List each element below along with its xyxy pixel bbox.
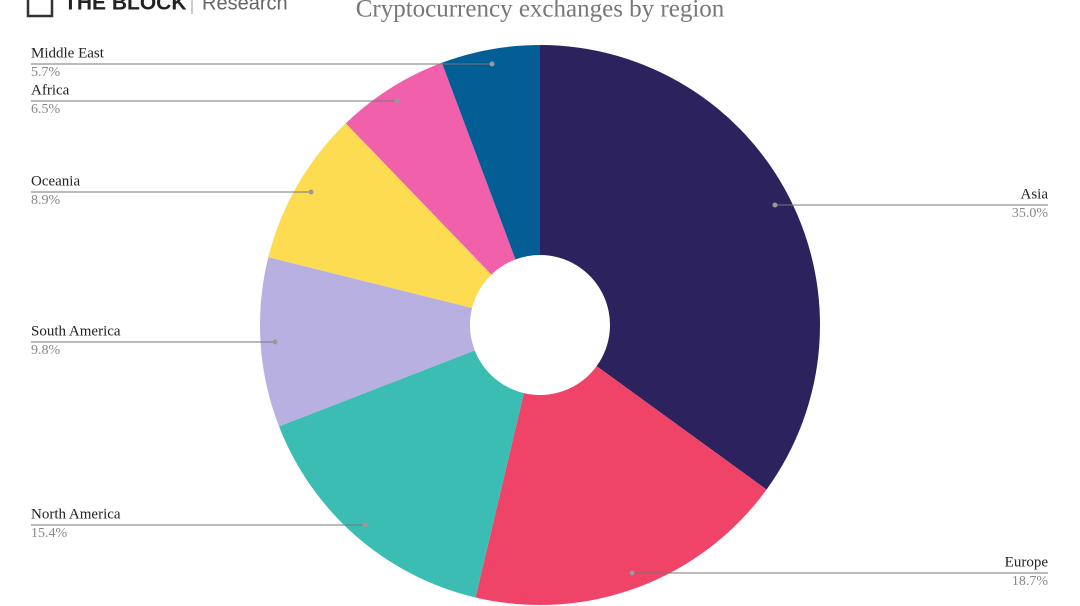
slice (441, 45, 540, 260)
leader-dot (394, 98, 400, 104)
logo: THE BLOCK Research (26, 0, 288, 18)
leader-dot (772, 202, 778, 208)
slice (475, 366, 767, 605)
slice-label: Europe (1005, 554, 1049, 570)
value-label: 5.7% (31, 65, 61, 80)
value-label: 15.4% (31, 526, 68, 541)
slice (345, 62, 516, 275)
brand-sub: Research (202, 0, 288, 14)
slice (260, 257, 475, 427)
leader-dot (489, 61, 495, 67)
slice-label: North America (31, 506, 121, 522)
slice-label: Oceania (31, 173, 80, 189)
slice-label: Asia (1021, 186, 1049, 202)
value-label: 6.5% (31, 102, 61, 117)
value-label: 18.7% (1012, 574, 1049, 589)
chart-title: Cryptocurrency exchanges by region (356, 0, 725, 23)
leader-dot (272, 339, 278, 345)
logo-icon (26, 0, 54, 18)
slice (268, 123, 492, 309)
slice (279, 350, 524, 598)
slice (540, 45, 820, 490)
slice-label: South America (31, 323, 121, 339)
slice-label: Middle East (31, 45, 105, 61)
leader-dot (308, 189, 314, 195)
leader-dot (629, 570, 635, 576)
slice-label: Africa (31, 82, 70, 98)
brand: THE BLOCK (64, 0, 187, 15)
value-label: 9.8% (31, 343, 61, 358)
value-label: 35.0% (1012, 206, 1049, 221)
value-label: 8.9% (31, 193, 61, 208)
leader-dot (362, 522, 368, 528)
